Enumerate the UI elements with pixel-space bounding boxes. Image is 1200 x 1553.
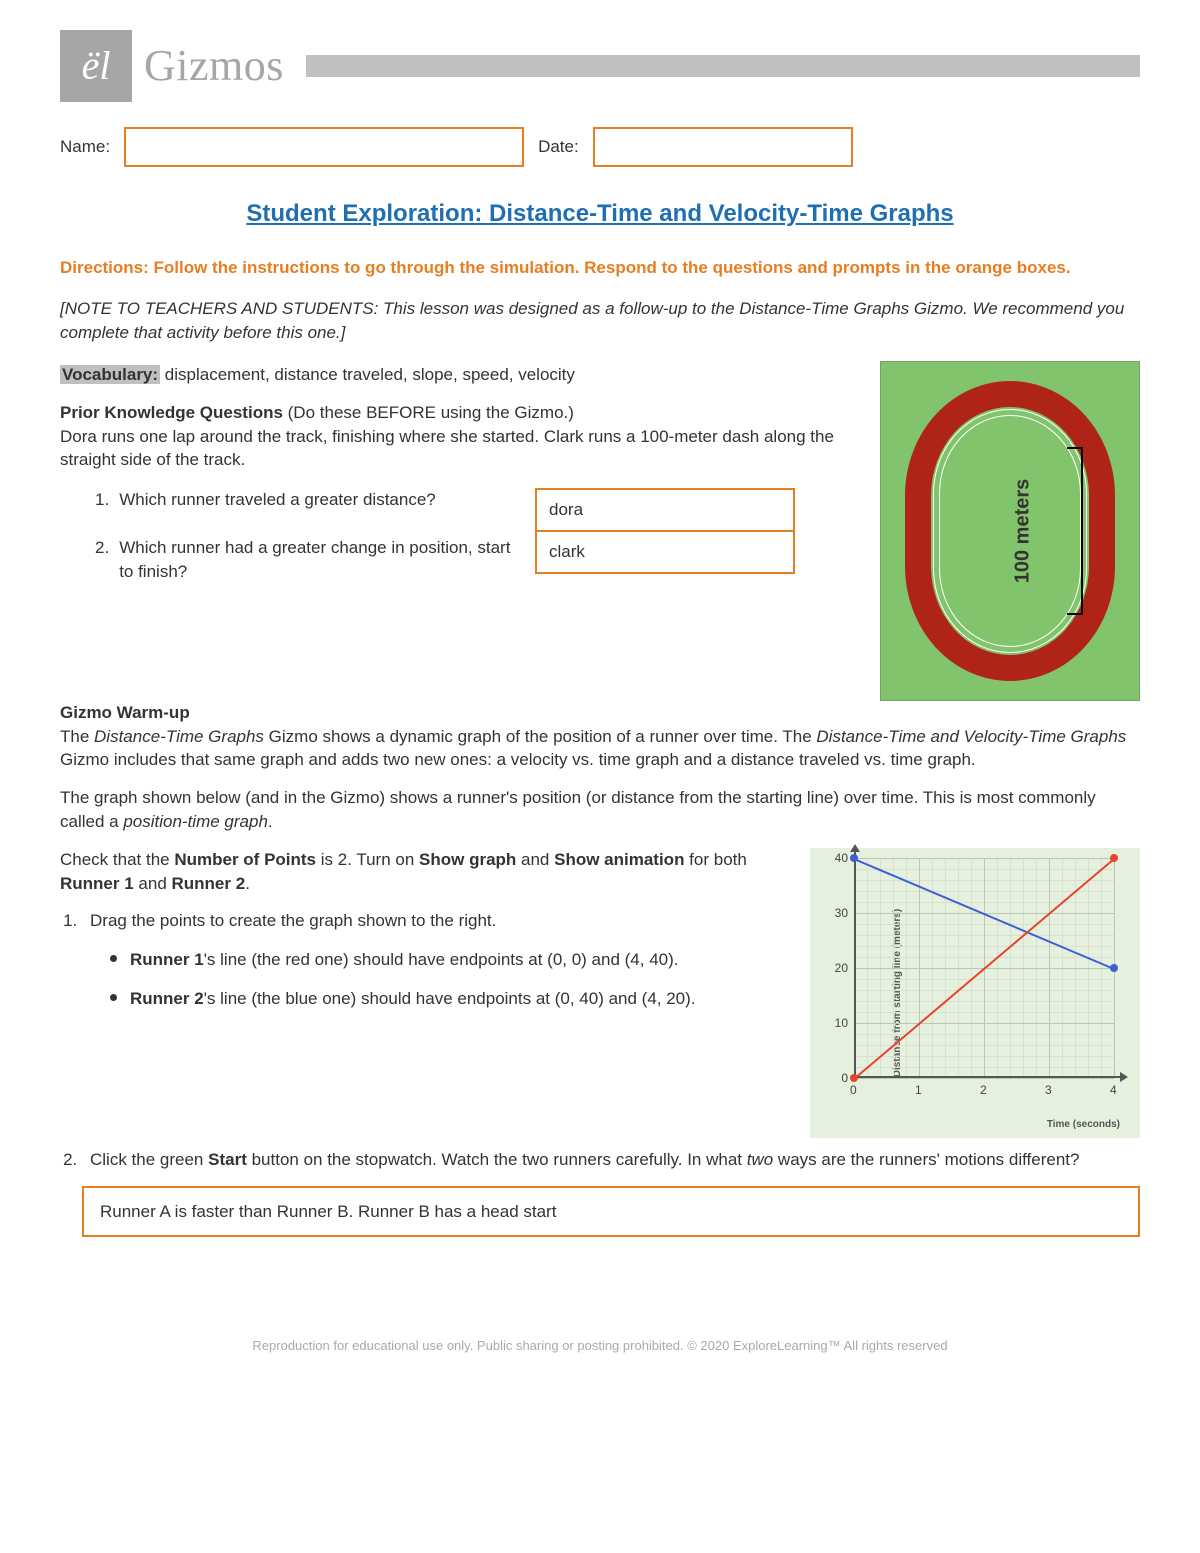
name-input[interactable] — [124, 127, 524, 167]
pkq-sub: (Do these BEFORE using the Gizmo.) — [283, 403, 574, 422]
warmup-section: Gizmo Warm-up The Distance-Time Graphs G… — [60, 701, 1140, 1238]
header-bar — [306, 55, 1140, 77]
logo: ël — [60, 30, 132, 102]
question-1: 1. Which runner traveled a greater dista… — [95, 488, 515, 512]
pkq-heading: Prior Knowledge Questions — [60, 403, 283, 422]
brand-name: Gizmos — [144, 35, 284, 97]
name-date-row: Name: Date: — [60, 127, 1140, 167]
vocab-label: Vocabulary: — [60, 365, 160, 384]
answer-stack: dora clark — [535, 488, 795, 583]
teacher-note: [NOTE TO TEACHERS AND STUDENTS: This les… — [60, 297, 1140, 345]
list-item-2: Click the green Start button on the stop… — [82, 1148, 1140, 1172]
wide-answer-box[interactable]: Runner A is faster than Runner B. Runner… — [82, 1186, 1140, 1238]
warmup-list-2: Click the green Start button on the stop… — [82, 1148, 1140, 1172]
date-label: Date: — [538, 135, 579, 159]
name-label: Name: — [60, 135, 110, 159]
q1-num: 1. — [95, 488, 109, 512]
track-diagram: 100 meters — [880, 361, 1140, 701]
question-2: 2. Which runner had a greater change in … — [95, 536, 515, 584]
q2-num: 2. — [95, 536, 109, 584]
header: ël Gizmos — [60, 30, 1140, 102]
q1-text: Which runner traveled a greater distance… — [119, 488, 436, 512]
question-block: 1. Which runner traveled a greater dista… — [95, 488, 795, 583]
measure-label: 100 meters — [1009, 479, 1037, 584]
directions: Directions: Follow the instructions to g… — [60, 256, 1140, 280]
q1-answer[interactable]: dora — [535, 488, 795, 532]
chart-xlabel: Time (seconds) — [1047, 1118, 1120, 1132]
vocab-terms: displacement, distance traveled, slope, … — [160, 365, 575, 384]
warmup-p1: Gizmo Warm-up The Distance-Time Graphs G… — [60, 701, 1140, 772]
measure-bracket — [1067, 447, 1083, 615]
warmup-p2: The graph shown below (and in the Gizmo)… — [60, 786, 1140, 834]
pkq-heading-line: Prior Knowledge Questions (Do these BEFO… — [60, 401, 840, 472]
q2-answer[interactable]: clark — [535, 532, 795, 574]
footer: Reproduction for educational use only. P… — [60, 1337, 1140, 1355]
prior-knowledge-section: 100 meters Prior Knowledge Questions (Do… — [60, 401, 1140, 681]
chart-plot-area: 01020304001234 — [854, 858, 1114, 1078]
q2-text: Which runner had a greater change in pos… — [119, 536, 515, 584]
warmup-heading: Gizmo Warm-up — [60, 703, 190, 722]
pkq-intro: Dora runs one lap around the track, fini… — [60, 427, 834, 470]
position-time-chart: Distance from starting line (meters) Tim… — [810, 848, 1140, 1138]
date-input[interactable] — [593, 127, 853, 167]
page-title: Student Exploration: Distance-Time and V… — [60, 197, 1140, 231]
